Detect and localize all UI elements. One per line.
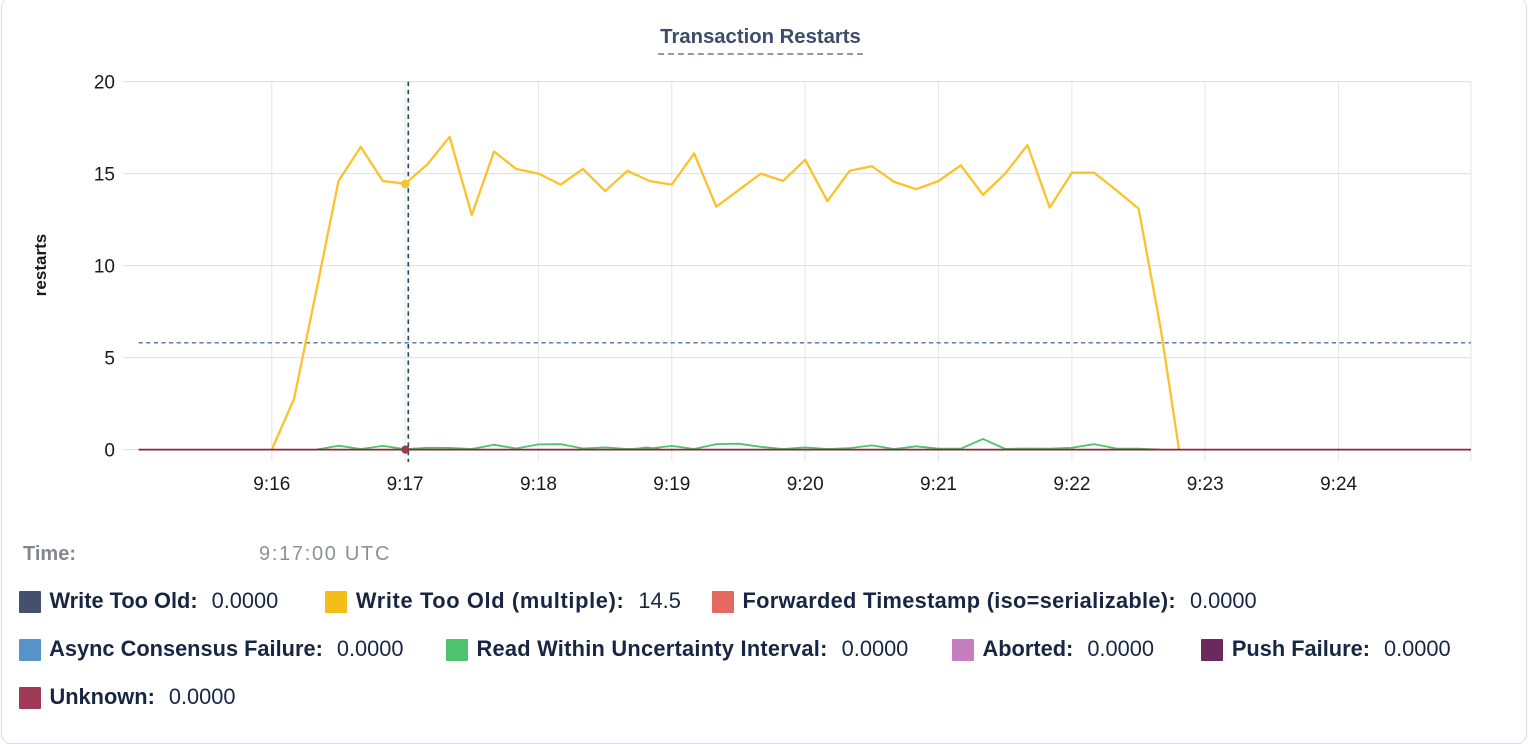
svg-text:9:18: 9:18 <box>520 474 557 495</box>
svg-text:0: 0 <box>104 440 115 461</box>
svg-text:5: 5 <box>104 348 115 369</box>
svg-text:9:23: 9:23 <box>1187 474 1224 495</box>
svg-text:9:22: 9:22 <box>1053 474 1090 495</box>
svg-text:9:16: 9:16 <box>253 474 290 495</box>
svg-text:15: 15 <box>94 164 115 185</box>
svg-text:9:21: 9:21 <box>920 474 957 495</box>
svg-text:9:17: 9:17 <box>387 474 424 495</box>
svg-text:20: 20 <box>94 72 115 93</box>
svg-text:10: 10 <box>94 256 115 277</box>
svg-text:restarts: restarts <box>31 234 50 296</box>
svg-text:9:19: 9:19 <box>653 474 690 495</box>
svg-text:9:20: 9:20 <box>787 474 824 495</box>
svg-text:9:24: 9:24 <box>1320 474 1357 495</box>
